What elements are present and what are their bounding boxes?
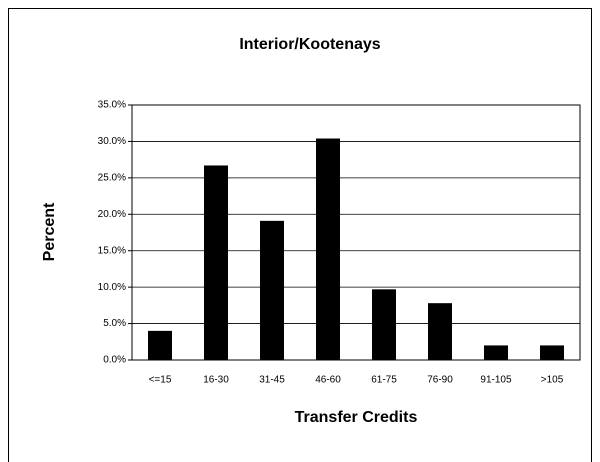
x-tick-label: 46-60 [315,375,341,386]
plot-area [131,104,581,361]
bar [540,345,564,360]
y-tick-label: 15.0% [98,245,126,256]
x-tick-label: 16-30 [203,375,229,386]
bar [316,138,340,360]
y-tick-label: 5.0% [103,318,126,329]
y-tick-label: 30.0% [98,136,126,147]
x-tick-label: <=15 [149,375,172,386]
y-tick-label: 0.0% [103,355,126,366]
frame [8,8,592,462]
bar [484,345,508,360]
y-tick-label: 35.0% [98,100,126,111]
bar [260,220,284,360]
x-tick-label: 76-90 [427,375,453,386]
y-tick-label: 25.0% [98,172,126,183]
bar [204,165,228,360]
bar [148,330,172,360]
x-tick-label: 91-105 [480,375,512,386]
x-tick-label: 61-75 [371,375,397,386]
chart-title: Interior/Kootenays [239,36,380,53]
bar [372,289,396,360]
y-axis-label: Percent [41,202,58,261]
bar [428,303,452,360]
x-tick-label: >105 [541,375,564,386]
x-axis-label: Transfer Credits [295,409,418,426]
x-tick-label: 31-45 [259,375,285,386]
y-tick-label: 20.0% [98,209,126,220]
y-tick-label: 10.0% [98,282,126,293]
